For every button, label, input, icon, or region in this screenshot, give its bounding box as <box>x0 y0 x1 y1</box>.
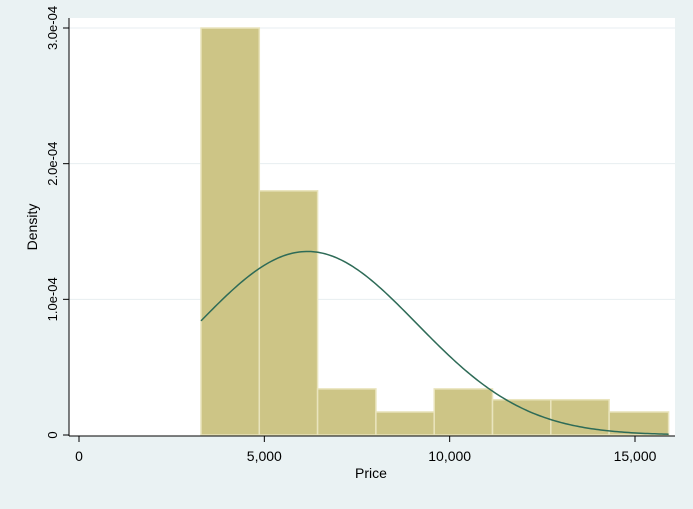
y-tick-label: 1.0e-04 <box>45 277 60 321</box>
plot-area <box>69 18 675 436</box>
histogram-bar <box>433 388 494 436</box>
axes <box>63 18 675 442</box>
y-tick-label: 0 <box>45 431 60 438</box>
histogram-bars <box>200 27 670 436</box>
histogram-bar <box>258 190 319 436</box>
normal-density-curve <box>200 250 669 435</box>
x-tick-label: 0 <box>75 448 83 464</box>
x-tick-label: 10,000 <box>428 448 471 464</box>
x-tick-label: 5,000 <box>247 448 282 464</box>
x-axis-title: Price <box>355 465 387 481</box>
y-tick-label: 2.0e-04 <box>45 142 60 186</box>
histogram-bar <box>608 411 670 436</box>
tick-labels: 0 1.0e-04 2.0e-04 3.0e-04 0 5,000 10,000 15,000 <box>45 6 657 464</box>
y-tick-label: 3.0e-04 <box>45 6 60 50</box>
x-tick-label: 15,000 <box>614 448 657 464</box>
y-axis-title: Density <box>24 204 40 251</box>
histogram-bar <box>200 27 261 436</box>
histogram-bar <box>375 411 435 436</box>
histogram-bar <box>316 388 377 436</box>
grid-lines <box>69 27 675 300</box>
histogram-bar <box>491 398 552 436</box>
